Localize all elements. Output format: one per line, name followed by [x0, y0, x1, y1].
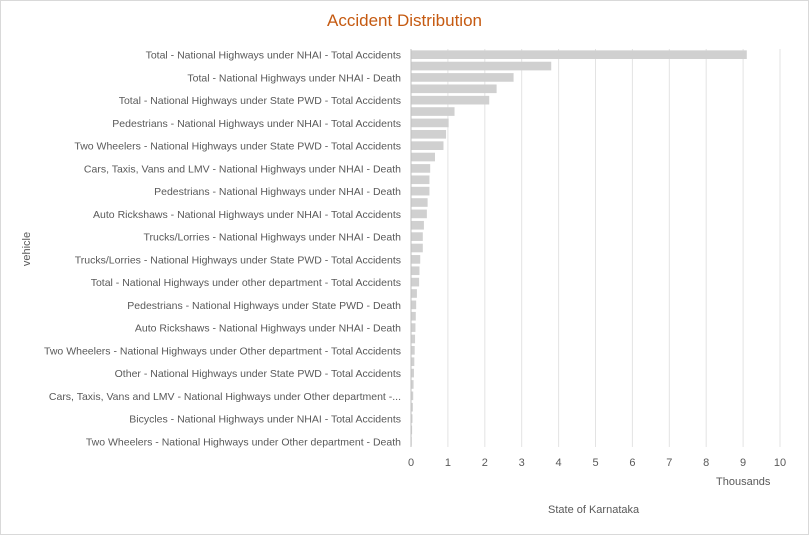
x-tick-label: 1: [445, 457, 451, 469]
bar: [411, 141, 444, 150]
y-tick-label: Auto Rickshaws - National Highways under…: [135, 323, 401, 335]
bar: [411, 300, 417, 310]
bar: [411, 198, 428, 207]
x-tick-label: 9: [740, 457, 746, 469]
bar: [411, 220, 424, 230]
x-tick-label: 2: [482, 457, 488, 469]
y-tick-label: Total - National Highways under other de…: [91, 277, 401, 289]
y-tick-label: Total - National Highways under NHAI - T…: [146, 50, 401, 62]
x-tick-label: 10: [774, 457, 786, 469]
y-tick-label: Pedestrians - National Highways under NH…: [112, 118, 401, 130]
x-tick-label: 8: [703, 457, 709, 469]
y-tick-label: Auto Rickshaws - National Highways under…: [93, 209, 401, 221]
x-tick-label: 7: [666, 457, 672, 469]
bar: [411, 402, 413, 412]
bar: [411, 243, 423, 253]
y-tick-label: Trucks/Lorries - National Highways under…: [143, 232, 401, 244]
bar: [411, 323, 416, 332]
bar: [411, 129, 447, 139]
bar: [411, 95, 490, 105]
y-tick-label: Trucks/Lorries - National Highways under…: [75, 254, 401, 266]
bar: [411, 175, 430, 185]
y-tick-label: Pedestrians - National Highways under NH…: [154, 186, 401, 198]
bar: [411, 50, 747, 60]
y-tick-label: Total - National Highways under State PW…: [119, 95, 401, 107]
y-tick-label: Pedestrians - National Highways under St…: [127, 300, 401, 312]
bar: [411, 380, 414, 389]
y-tick-label: Cars, Taxis, Vans and LMV - National Hig…: [84, 163, 401, 175]
bar: [411, 368, 414, 378]
bar: [411, 118, 449, 128]
y-tick-label: Two Wheelers - National Highways under O…: [44, 345, 401, 357]
bar: [411, 209, 427, 219]
x-tick-label: 4: [556, 457, 562, 469]
x-tick-label: 3: [519, 457, 525, 469]
x-tick-label: 6: [629, 457, 635, 469]
chart-title: Accident Distribution: [327, 11, 482, 30]
bar: [411, 289, 417, 298]
x-axis-units-label: Thousands: [716, 476, 771, 488]
y-tick-label: Two Wheelers - National Highways under S…: [74, 141, 401, 153]
bar: [411, 73, 514, 82]
bar: [411, 255, 421, 264]
bar: [411, 414, 413, 423]
bar: [411, 266, 420, 276]
y-tick-label: Bicycles - National Highways under NHAI …: [129, 414, 401, 426]
y-tick-label: Other - National Highways under State PW…: [115, 368, 401, 380]
bar: [411, 107, 455, 116]
bar: [411, 391, 414, 401]
bar: [411, 186, 430, 196]
x-tick-label: 0: [408, 457, 414, 469]
bar: [411, 334, 416, 344]
bar: [411, 311, 416, 321]
bar: [411, 152, 435, 162]
bar: [411, 164, 431, 173]
bar: [411, 425, 413, 435]
y-tick-label: Total - National Highways under NHAI - D…: [187, 72, 401, 84]
x-axis-title: State of Karnataka: [548, 504, 640, 516]
y-tick-label: Cars, Taxis, Vans and LMV - National Hig…: [49, 391, 401, 403]
bar: [411, 61, 552, 71]
bar: [411, 277, 420, 287]
bar: [411, 346, 415, 355]
bar: [411, 84, 497, 94]
x-tick-label: 5: [592, 457, 598, 469]
bar: [411, 232, 423, 241]
bar: [411, 357, 415, 367]
y-tick-label: Two Wheelers - National Highways under O…: [86, 436, 401, 448]
